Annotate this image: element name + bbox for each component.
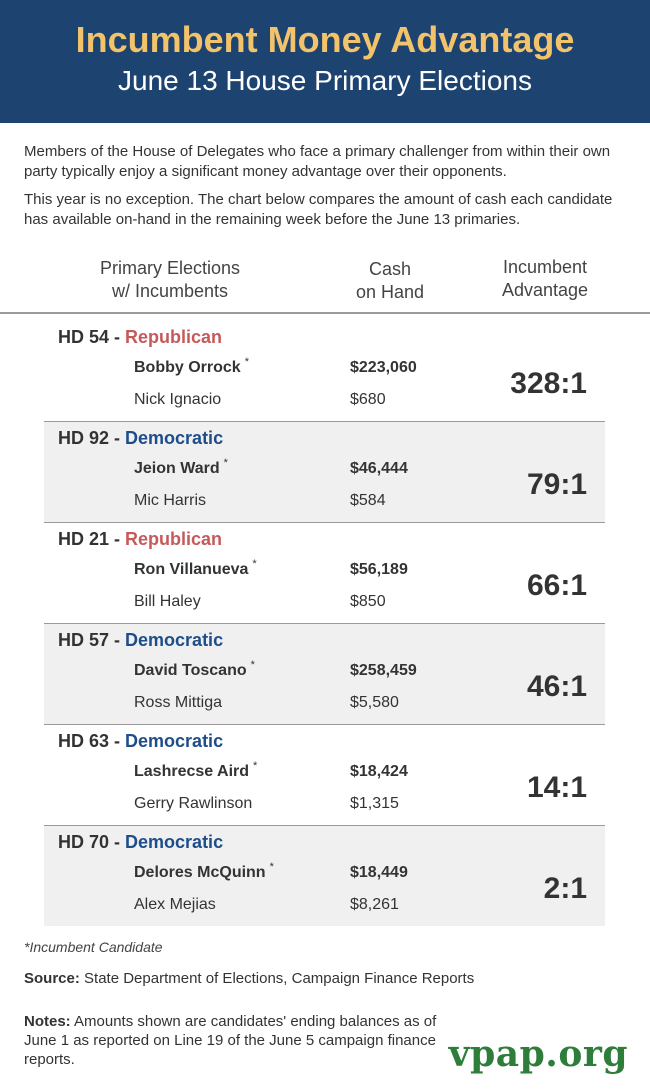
incumbent-marker: * xyxy=(253,760,258,772)
party-label: Democratic xyxy=(125,731,224,751)
incumbent-cash: $46,444 xyxy=(350,460,408,477)
district-heading: HD 70 - Democratic xyxy=(58,832,223,853)
column-header-cash-line2: on Hand xyxy=(355,282,425,302)
notes-label: Notes: xyxy=(24,1013,71,1030)
header-banner: Incumbent Money Advantage June 13 House … xyxy=(0,0,650,123)
incumbent-name-text: David Toscano xyxy=(134,662,247,679)
election-group: HD 54 - Republican Bobby Orrock * Nick Ig… xyxy=(44,321,605,422)
district-heading: HD 92 - Democratic xyxy=(58,428,223,449)
challenger-name: Alex Mejias xyxy=(134,896,216,913)
incumbent-footnote: *Incumbent Candidate xyxy=(24,939,163,955)
column-header-cash-line1: Cash xyxy=(368,259,412,279)
source-text: State Department of Elections, Campaign … xyxy=(79,970,475,987)
incumbent-cash: $56,189 xyxy=(350,561,408,578)
party-label: Republican xyxy=(125,327,223,347)
district-heading: HD 54 - Republican xyxy=(58,327,222,348)
incumbent-name: Ron Villanueva * xyxy=(134,558,257,579)
party-label: Republican xyxy=(125,529,223,549)
column-header-advantage-line2: Advantage xyxy=(501,280,589,300)
incumbent-marker: * xyxy=(250,659,255,671)
election-group: HD 57 - Democratic David Toscano * Ross M… xyxy=(44,624,605,725)
district-separator: - xyxy=(109,832,126,852)
page-subtitle: June 13 House Primary Elections xyxy=(118,65,532,96)
intro-paragraph-2: This year is no exception. The chart bel… xyxy=(24,191,613,228)
challenger-cash: $850 xyxy=(350,593,386,610)
incumbent-name-text: Ron Villanueva xyxy=(134,561,249,578)
incumbent-marker: * xyxy=(244,356,249,368)
incumbent-marker: * xyxy=(223,457,228,469)
district-separator: - xyxy=(109,327,126,347)
incumbent-name: Jeion Ward * xyxy=(134,457,228,478)
advantage-ratio: 79:1 xyxy=(526,468,587,501)
column-header-elections-line1: Primary Elections xyxy=(99,258,241,278)
district-separator: - xyxy=(109,630,126,650)
column-header-advantage: Incumbent Advantage xyxy=(480,256,610,302)
incumbent-name: Delores McQuinn * xyxy=(134,861,274,882)
incumbent-marker: * xyxy=(269,861,274,873)
advantage-ratio: 66:1 xyxy=(526,569,587,602)
incumbent-cash: $223,060 xyxy=(350,359,417,376)
party-label: Democratic xyxy=(125,832,224,852)
incumbent-name-text: Jeion Ward xyxy=(134,460,220,477)
incumbent-name-text: Delores McQuinn xyxy=(134,864,266,881)
incumbent-name: Lashrecse Aird * xyxy=(134,760,258,781)
incumbent-name: David Toscano * xyxy=(134,659,255,680)
incumbent-marker: * xyxy=(252,558,257,570)
advantage-ratio: 328:1 xyxy=(510,367,587,400)
challenger-cash: $8,261 xyxy=(350,896,399,913)
column-header-elections: Primary Elections w/ Incumbents xyxy=(60,257,280,303)
district-separator: - xyxy=(109,428,126,448)
column-header-advantage-line1: Incumbent xyxy=(502,257,588,277)
district-heading: HD 63 - Democratic xyxy=(58,731,223,752)
election-group: HD 21 - Republican Ron Villanueva * Bill … xyxy=(44,523,605,624)
challenger-name: Gerry Rawlinson xyxy=(134,795,253,812)
party-label: Democratic xyxy=(125,630,224,650)
notes-text: Amounts shown are candidates' ending bal… xyxy=(24,1013,437,1068)
header-divider xyxy=(0,312,650,314)
source-label: Source: xyxy=(24,970,80,987)
page-title: Incumbent Money Advantage xyxy=(75,19,575,60)
incumbent-cash: $258,459 xyxy=(350,662,417,679)
advantage-ratio: 46:1 xyxy=(526,670,587,703)
district-separator: - xyxy=(109,529,126,549)
challenger-name: Mic Harris xyxy=(134,492,206,509)
notes: Notes: Amounts shown are candidates' end… xyxy=(24,1012,464,1069)
advantage-ratio: 2:1 xyxy=(543,872,587,905)
challenger-cash: $1,315 xyxy=(350,795,399,812)
source-note: Source: State Department of Elections, C… xyxy=(24,970,474,987)
incumbent-name: Bobby Orrock * xyxy=(134,356,249,377)
challenger-name: Nick Ignacio xyxy=(134,391,222,408)
district-separator: - xyxy=(109,731,126,751)
challenger-cash: $584 xyxy=(350,492,386,509)
district-heading: HD 57 - Democratic xyxy=(58,630,223,651)
challenger-name: Ross Mittiga xyxy=(134,694,223,711)
challenger-name: Bill Haley xyxy=(134,593,201,610)
incumbent-cash: $18,449 xyxy=(350,864,408,881)
election-group: HD 92 - Democratic Jeion Ward * Mic Harri… xyxy=(44,422,605,523)
incumbent-cash: $18,424 xyxy=(350,763,408,780)
column-header-cash: Cash on Hand xyxy=(330,258,450,304)
challenger-cash: $680 xyxy=(350,391,386,408)
election-groups: HD 54 - Republican Bobby Orrock * Nick Ig… xyxy=(44,321,605,926)
district-heading: HD 21 - Republican xyxy=(58,529,222,550)
incumbent-name-text: Bobby Orrock xyxy=(134,359,241,376)
column-header-elections-line2: w/ Incumbents xyxy=(111,281,229,301)
challenger-cash: $5,580 xyxy=(350,694,399,711)
district-label: HD 57 xyxy=(58,630,110,650)
party-label: Democratic xyxy=(125,428,224,448)
district-label: HD 70 xyxy=(58,832,110,852)
election-group: HD 63 - Democratic Lashrecse Aird * Gerry… xyxy=(44,725,605,826)
district-label: HD 63 xyxy=(58,731,110,751)
vpap-logo: vpap.org xyxy=(448,1033,628,1075)
election-group: HD 70 - Democratic Delores McQuinn * Alex… xyxy=(44,826,605,926)
incumbent-name-text: Lashrecse Aird xyxy=(134,763,250,780)
district-label: HD 54 xyxy=(58,327,110,347)
intro-paragraph-1: Members of the House of Delegates who fa… xyxy=(24,143,611,180)
district-label: HD 92 xyxy=(58,428,110,448)
district-label: HD 21 xyxy=(58,529,110,549)
advantage-ratio: 14:1 xyxy=(526,771,587,804)
